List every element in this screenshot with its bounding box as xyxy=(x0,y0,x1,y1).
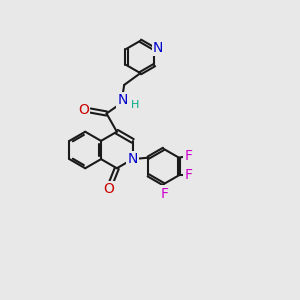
Text: F: F xyxy=(161,187,169,201)
Text: O: O xyxy=(103,182,114,197)
Text: F: F xyxy=(184,149,192,163)
Text: N: N xyxy=(118,93,128,106)
Text: O: O xyxy=(78,103,89,117)
Text: N: N xyxy=(153,41,163,55)
Text: F: F xyxy=(184,168,192,182)
Text: H: H xyxy=(131,100,139,110)
Text: N: N xyxy=(128,152,138,166)
